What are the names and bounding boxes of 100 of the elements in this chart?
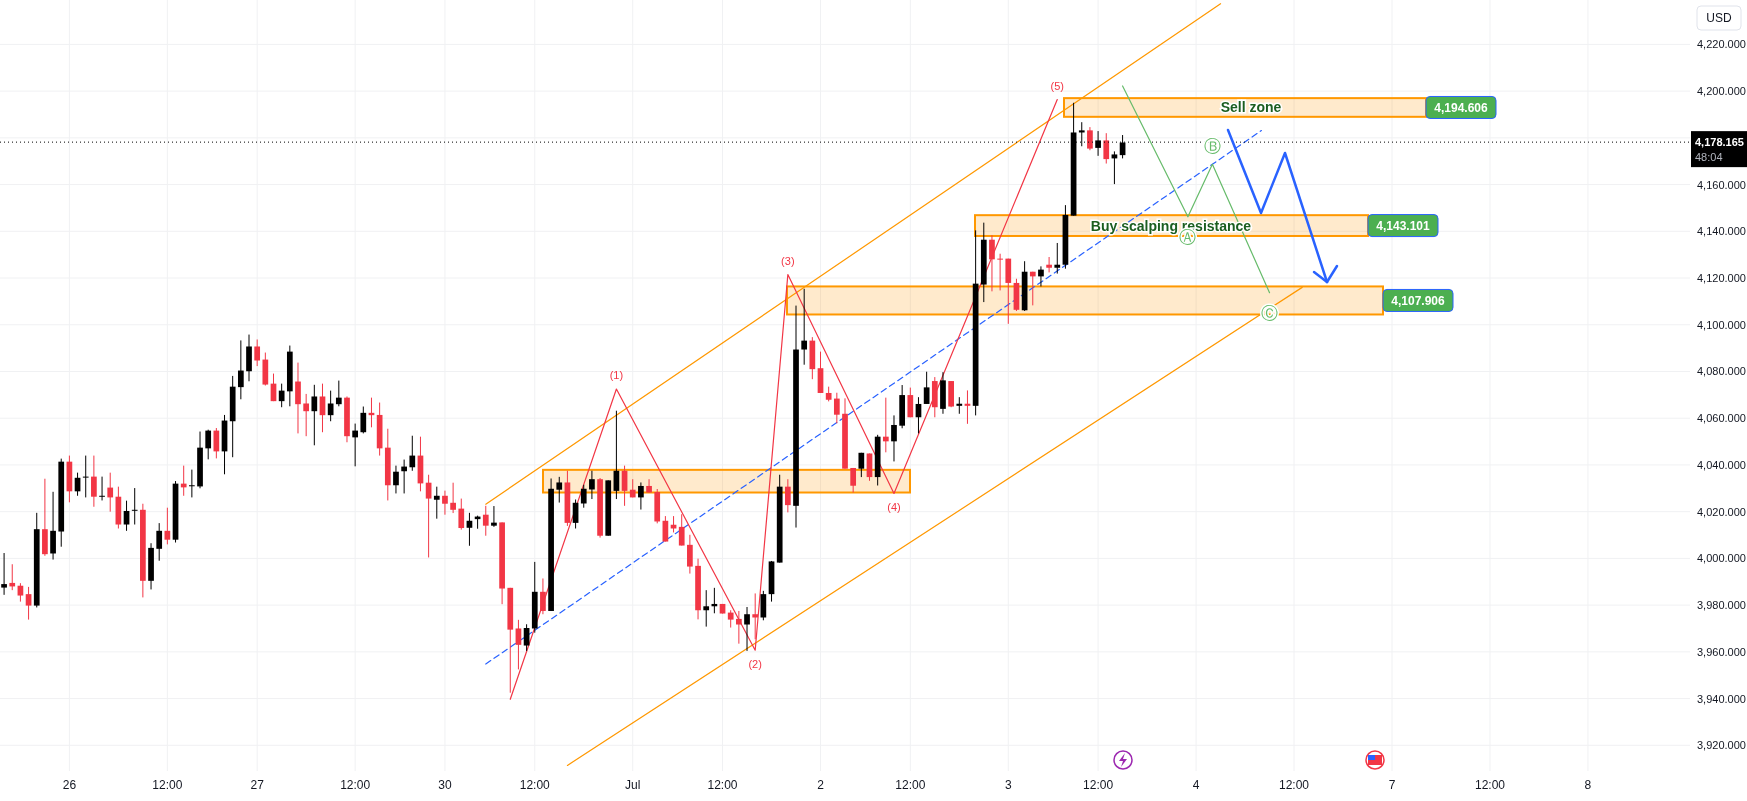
candlestick: [237, 339, 244, 400]
candlestick: [409, 435, 416, 472]
candlestick: [891, 414, 897, 462]
candlestick: [450, 482, 456, 514]
candlestick: [213, 427, 220, 459]
x-tick-label: 30: [438, 778, 452, 792]
candlestick: [850, 467, 857, 494]
candlestick: [736, 610, 742, 645]
y-tick-label: 4,100.000: [1697, 318, 1746, 331]
candlestick: [360, 406, 367, 434]
ref-line-label: 4,178.165: [1695, 136, 1744, 149]
annotation: (2): [748, 658, 762, 671]
candlestick: [335, 380, 342, 407]
candlestick: [50, 491, 56, 561]
candlestick: [189, 469, 195, 498]
candlestick: [278, 383, 285, 408]
candlestick: [25, 586, 32, 621]
candlestick: [482, 505, 489, 537]
candlestick: [1046, 256, 1052, 273]
candlestick: [82, 455, 89, 498]
x-tick-label: 4: [1192, 778, 1200, 792]
candlestick: [156, 522, 163, 562]
candlestick: [784, 478, 791, 513]
candlestick: [107, 472, 114, 513]
candlestick: [556, 476, 563, 504]
x-tick-label: 12:00: [519, 778, 551, 792]
x-tick-label: 12:00: [1279, 778, 1310, 792]
annotation: (5): [1050, 79, 1064, 92]
candlestick: [433, 486, 440, 520]
candlestick: [523, 623, 530, 652]
candlestick: [997, 253, 1003, 291]
candlestick: [311, 384, 318, 446]
text: USD: [1706, 11, 1732, 25]
candlestick: [9, 563, 16, 591]
candlestick: [131, 487, 138, 526]
candlestick: [580, 484, 587, 509]
candlestick: [678, 513, 685, 547]
y-tick-label: 4,140.000: [1697, 225, 1746, 238]
y-tick-label: 4,220.000: [1697, 38, 1746, 51]
band-label: Sell zone: [1220, 99, 1282, 116]
candlestick: [858, 452, 865, 478]
x-tick-label: 12:00: [895, 778, 926, 792]
candlestick: [638, 481, 644, 511]
annotation: 4,194.606: [1434, 100, 1489, 115]
x-tick-label: 26: [62, 778, 77, 792]
x-tick-label: Jul: [625, 778, 641, 792]
annotation: 4,107.906: [1391, 293, 1446, 308]
candlestick: [393, 465, 399, 494]
candlestick: [1038, 265, 1044, 287]
y-tick-label: 4,060.000: [1697, 412, 1746, 425]
candlestick: [327, 390, 334, 422]
x-tick-label: 12:00: [707, 778, 738, 792]
x-tick-label: 12:00: [340, 778, 371, 792]
candlestick: [442, 490, 448, 516]
y-tick-label: 4,080.000: [1697, 365, 1746, 378]
x-tick-label: 8: [1584, 778, 1592, 792]
y-tick-label: 4,160.000: [1697, 178, 1746, 191]
y-tick-label: 3,920.000: [1697, 739, 1746, 752]
x-tick-label: 12:00: [152, 778, 183, 792]
candlestick: [91, 455, 97, 508]
candlestick: [989, 234, 995, 292]
annotation: (3): [781, 254, 795, 267]
x-tick-label: 27: [250, 778, 265, 792]
candlestick: [303, 393, 310, 437]
candlestick: [254, 338, 261, 367]
candlestick: [833, 392, 840, 424]
candlestick: [515, 619, 522, 670]
candlestick: [1, 552, 7, 596]
candlestick: [703, 589, 710, 628]
annotation: (1): [609, 369, 624, 381]
x-tick-label: 3: [1004, 778, 1012, 792]
candlestick: [752, 592, 759, 640]
candlestick: [540, 577, 546, 615]
candlestick: [801, 288, 808, 366]
candlestick: [923, 371, 930, 405]
line-series: [509, 98, 1058, 700]
candlestick: [458, 498, 465, 531]
y-tick-label: 3,980.000: [1697, 599, 1746, 612]
x-tick-label: 7: [1388, 778, 1396, 792]
candlestick: [907, 387, 914, 418]
candlestick: [123, 500, 130, 532]
candlestick: [687, 534, 693, 575]
candlestick: [760, 590, 767, 621]
annotation: (4): [887, 501, 901, 514]
y-tick-label: 3,940.000: [1697, 692, 1746, 705]
candlestick: [205, 429, 212, 460]
x-tick-label: 12:00: [1083, 778, 1114, 792]
annotation: 4,143.101: [1376, 219, 1431, 234]
candlestick: [1054, 242, 1061, 275]
text: 48:04: [1695, 151, 1723, 164]
y-tick-label: 3,960.000: [1697, 645, 1746, 658]
candlestick: [352, 423, 358, 467]
y-tick-label: 4,020.000: [1697, 505, 1746, 518]
candlestick: [646, 478, 652, 494]
y-tick-label: 4,120.000: [1697, 272, 1746, 285]
candlestick: [1103, 132, 1110, 165]
candlestick: [744, 606, 750, 652]
x-tick-label: 12:00: [1474, 778, 1506, 792]
annotation: Ⓑ: [1203, 136, 1221, 157]
candlestick: [589, 470, 595, 500]
